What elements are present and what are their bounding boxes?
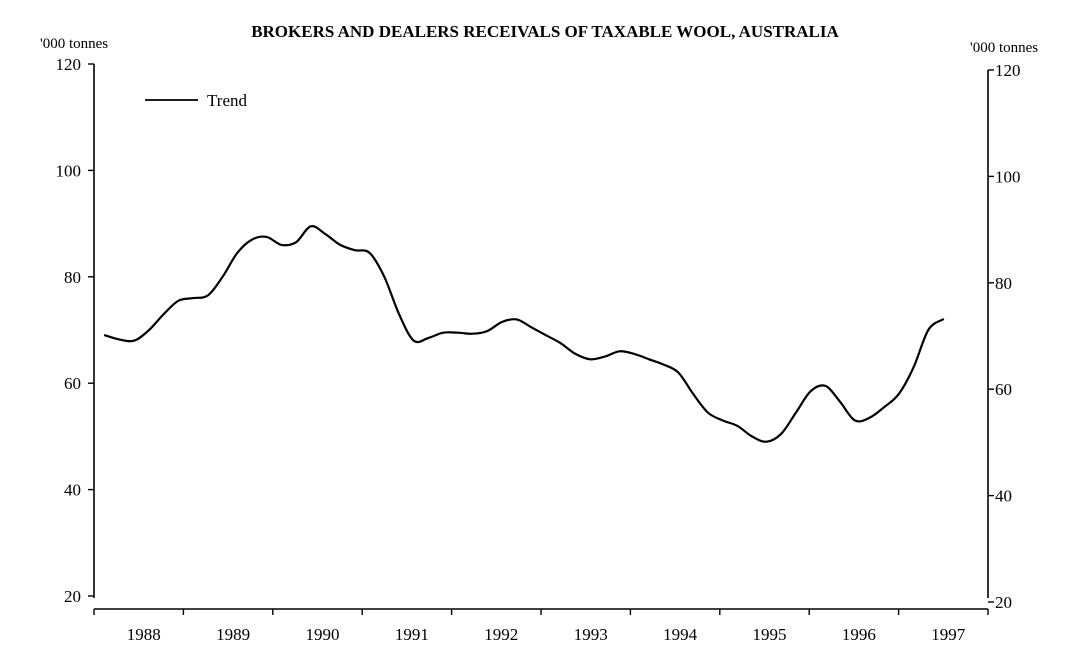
x-tick-label: 1989 <box>216 625 250 644</box>
y-tick-label-left: 20 <box>64 587 81 606</box>
x-ticks: 1988 1989 1990 1991 1992 1993 1994 1995 1996 1997 <box>93 609 989 644</box>
y-axis-unit-left: '000 tonnes <box>40 36 108 52</box>
y-tick-label-left: 80 <box>64 268 81 287</box>
y-tick-label-right: 20 <box>995 593 1012 612</box>
y-tick-label-left: 40 <box>64 481 81 500</box>
x-tick-label: 1990 <box>306 625 340 644</box>
x-tick-label: 1991 <box>395 625 429 644</box>
y-tick-label-right: 100 <box>995 167 1021 186</box>
series-line-trend <box>103 225 945 443</box>
x-tick-label: 1992 <box>484 625 518 644</box>
y-tick-label-right: 40 <box>995 487 1012 506</box>
y-ticks: 20 20 40 40 60 60 80 80 100 100 120 120 <box>56 55 1021 612</box>
y-axis-unit-right: '000 tonnes <box>970 40 1038 56</box>
y-tick-label-left: 60 <box>64 374 81 393</box>
y-tick-label-right: 120 <box>995 61 1021 80</box>
x-tick-label: 1988 <box>127 625 161 644</box>
y-tick-label-left: 100 <box>56 161 82 180</box>
y-tick-label-right: 60 <box>995 380 1012 399</box>
x-tick-label: 1996 <box>842 625 876 644</box>
x-tick-label: 1997 <box>931 625 966 644</box>
x-tick-label: 1993 <box>574 625 608 644</box>
y-tick-label-left: 120 <box>56 55 82 74</box>
y-tick-label-right: 80 <box>995 274 1012 293</box>
legend: Trend <box>145 91 247 110</box>
legend-label-trend: Trend <box>207 91 247 110</box>
x-tick-label: 1994 <box>663 625 698 644</box>
x-tick-label: 1995 <box>753 625 787 644</box>
chart-title: BROKERS AND DEALERS RECEIVALS OF TAXABLE… <box>251 22 839 41</box>
